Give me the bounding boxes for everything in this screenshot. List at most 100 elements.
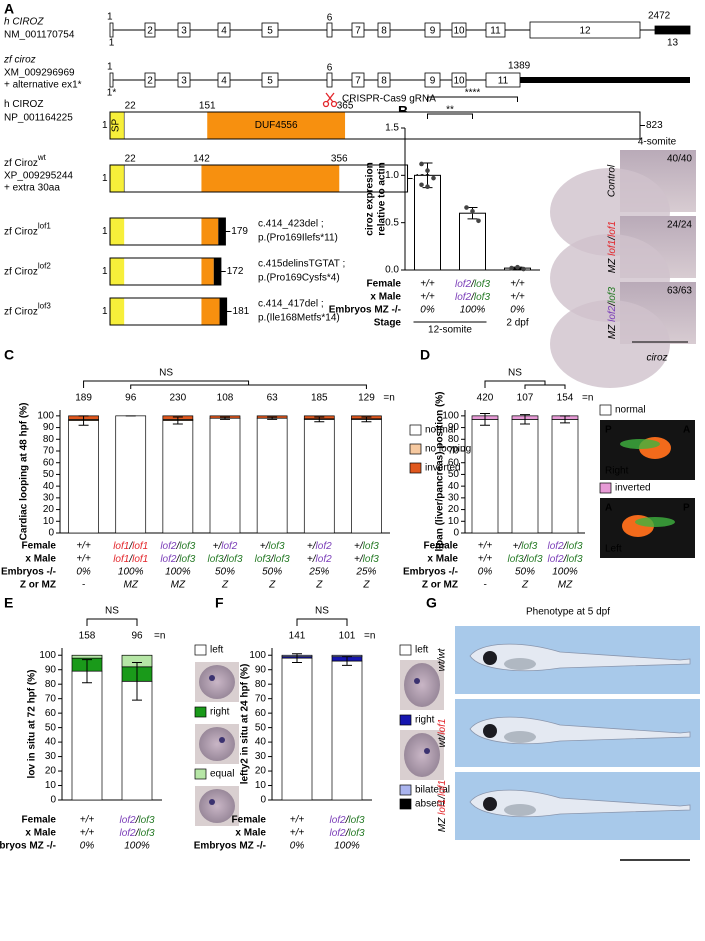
error-bar: [220, 416, 230, 420]
exon-label: 7: [355, 26, 361, 37]
row-value: 0%: [76, 567, 91, 578]
genotype-label: wt/lof1: [437, 719, 448, 748]
n-label: 158: [79, 631, 96, 642]
legend-swatch: [599, 482, 612, 494]
legend-swatch: [194, 644, 207, 656]
y-tick-label: 60: [255, 708, 267, 719]
row-value: lof1/lof1: [113, 554, 148, 565]
gut: [635, 517, 675, 527]
n-label: 96: [131, 631, 143, 642]
genotype-part: /: [135, 815, 140, 826]
y-tick-label: 0: [48, 528, 54, 539]
y-axis-label: lov in situ at 72 hpf (%): [27, 670, 38, 779]
yolk: [504, 804, 536, 816]
genotype-part: +/: [513, 541, 523, 552]
exon: [217, 72, 231, 88]
significance: ****: [465, 88, 481, 99]
embryo: [199, 665, 235, 699]
mutation: c.414_417del ;: [258, 299, 324, 310]
y-tick-label: 40: [255, 737, 267, 748]
row-value: Z: [268, 580, 276, 591]
exon-label: 10: [453, 26, 465, 37]
row-value: MZ: [171, 580, 186, 591]
image-count: 24/24: [667, 220, 692, 231]
protein-note: + extra 30aa: [4, 183, 60, 194]
error-bar: [172, 416, 183, 425]
bar: [459, 212, 486, 271]
genotype-part: /: [223, 554, 228, 565]
image-title: 4-somite: [638, 137, 677, 148]
y-tick-label: 0.5: [385, 217, 399, 228]
error-bar: [361, 416, 372, 423]
exon: [177, 72, 191, 88]
error-bar: [82, 659, 92, 684]
exon: [485, 72, 521, 88]
y-tick-label: 80: [45, 679, 57, 690]
genotype-part: lof3: [566, 554, 583, 565]
y-tick-label: 90: [255, 664, 267, 675]
row-value: +/lof3: [260, 541, 285, 552]
exon-label: 9: [430, 76, 436, 87]
significance-bracket: [427, 96, 518, 102]
y-tick-label: 70: [45, 693, 57, 704]
legend-swatch: [409, 462, 422, 474]
image-gene: ciroz: [646, 353, 667, 364]
image-label: MZ lof2/lof3: [607, 286, 618, 339]
data-point: [419, 161, 424, 167]
exon: [351, 72, 365, 88]
genotype-part: lof1: [113, 541, 129, 552]
protein-accession: XP_009295244: [4, 171, 73, 182]
genotype-part: lof2: [455, 279, 472, 290]
bar-segment: [71, 654, 103, 659]
exon-label: 10: [453, 76, 465, 87]
y-tick-label: 30: [43, 492, 55, 503]
panel-label: B: [398, 103, 408, 119]
row-value: MZ: [558, 580, 573, 591]
grna-label: CRISPR-Cas9 gRNA: [342, 94, 436, 105]
genotype-part: /: [270, 554, 275, 565]
frameshift: [219, 298, 227, 325]
genotype-part: lof1: [607, 221, 618, 237]
data-point: [425, 184, 430, 189]
protein-name-text: zf Ciroz: [4, 226, 38, 237]
genotype-part: lof1: [607, 240, 618, 256]
genotype-part: lof3: [526, 554, 543, 565]
row-value: lof2/lof3: [160, 541, 195, 552]
exon: [654, 25, 691, 35]
protein-name-text: h CIROZ: [4, 99, 43, 110]
stain: [424, 748, 430, 754]
data-point: [515, 264, 520, 270]
legend-label: right: [415, 715, 435, 726]
y-tick-label: 100: [37, 410, 54, 421]
y-tick-label: 60: [448, 457, 460, 468]
mutation: p.(Pro169Cysfs*4): [258, 273, 340, 284]
error-bar: [292, 653, 302, 663]
row-value: 25%: [355, 567, 376, 578]
y-tick-label: 70: [255, 693, 267, 704]
legend-label: right: [210, 707, 230, 718]
genotype-part: MZ: [437, 815, 448, 832]
image-count: 63/63: [667, 286, 692, 297]
genotype-part: wt/: [437, 733, 448, 747]
row-value: +/lof2: [307, 554, 332, 565]
row-value: 0%: [80, 841, 95, 852]
y-axis-label: lefty2 in situ at 24 hpf (%): [240, 664, 251, 785]
genotype-part: /: [128, 554, 133, 565]
genotype-part: lof2: [119, 828, 136, 839]
panel-label: E: [4, 595, 13, 611]
protein-name: zf Cirozwt: [4, 153, 47, 169]
row-value: Z: [362, 580, 370, 591]
row-value: 100%: [552, 567, 578, 578]
fish-eye: [483, 651, 497, 665]
site-label: 22: [125, 101, 137, 112]
error-bar: [132, 661, 142, 701]
row-value: lof3/lof3: [255, 554, 290, 565]
n-label: 101: [339, 631, 356, 642]
protein-end: 181: [233, 306, 250, 317]
gut: [620, 439, 660, 449]
row-label: Embryos MZ -/-: [329, 305, 401, 316]
genotype-part: lof2: [329, 828, 346, 839]
genotype-part: /: [563, 541, 568, 552]
protein-superscript: wt: [37, 153, 47, 162]
